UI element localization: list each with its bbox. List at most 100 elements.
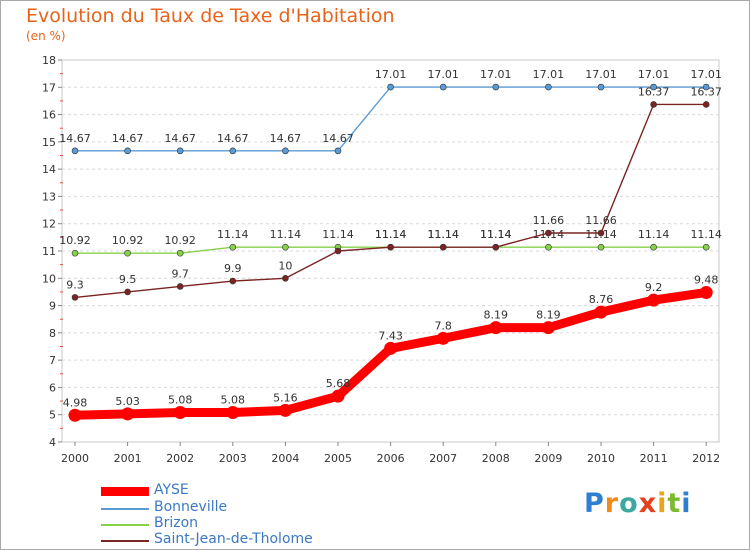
data-label-saint-jean-de-tholome-2001: 9.5 xyxy=(119,273,137,286)
x-tick-label-2009: 2009 xyxy=(534,452,562,465)
data-point-bonneville-2011 xyxy=(650,83,657,91)
data-point-brizon-2011 xyxy=(650,243,657,251)
data-label-saint-jean-de-tholome-2006: 11.14 xyxy=(375,228,407,241)
data-label-saint-jean-de-tholome-2007: 11.14 xyxy=(427,228,459,241)
data-label-brizon-2012: 11.14 xyxy=(690,228,722,241)
data-label-ayse-2005: 5.68 xyxy=(326,377,351,390)
logo-letter: r xyxy=(604,488,620,519)
data-label-ayse-2011: 9.2 xyxy=(645,281,663,294)
data-point-brizon-2002 xyxy=(176,249,184,257)
data-label-ayse-2007: 7.8 xyxy=(434,319,452,332)
data-label-saint-jean-de-tholome-2012: 16.37 xyxy=(690,85,722,98)
data-label-brizon-2000: 10.92 xyxy=(59,234,91,247)
logo-letter: P xyxy=(584,488,605,519)
data-label-bonneville-2010: 17.01 xyxy=(585,68,617,81)
data-point-ayse-2007 xyxy=(436,331,450,345)
data-label-brizon-2006: 11.14 xyxy=(375,228,407,241)
data-label-brizon-2011: 11.14 xyxy=(638,228,670,241)
legend-label-brizon: Brizon xyxy=(154,515,199,531)
y-tick-label-11: 11 xyxy=(42,245,56,258)
data-label-saint-jean-de-tholome-2003: 9.9 xyxy=(224,262,242,275)
data-label-ayse-2003: 5.08 xyxy=(221,394,246,407)
data-label-bonneville-2011: 17.01 xyxy=(638,68,670,81)
data-point-ayse-2003 xyxy=(226,406,240,420)
x-tick-label-2007: 2007 xyxy=(429,452,457,465)
logo-letter: i xyxy=(657,488,668,519)
x-tick-label-2008: 2008 xyxy=(482,452,510,465)
y-tick-label-17: 17 xyxy=(42,81,56,94)
data-point-ayse-2001 xyxy=(121,407,135,421)
y-tick-label-7: 7 xyxy=(49,354,56,367)
data-point-bonneville-2009 xyxy=(545,83,552,91)
data-label-bonneville-2006: 17.01 xyxy=(375,68,407,81)
data-point-brizon-2003 xyxy=(229,243,237,251)
data-point-bonneville-2010 xyxy=(597,83,605,91)
legend-label-ayse: AYSE xyxy=(154,482,189,498)
data-point-bonneville-2004 xyxy=(282,147,289,155)
data-point-saint-jean-de-tholome-2009 xyxy=(545,229,552,237)
data-point-brizon-2009 xyxy=(545,243,552,251)
data-label-ayse-2002: 5.08 xyxy=(168,394,193,407)
data-point-brizon-2000 xyxy=(71,249,79,257)
proxiti-logo: Proxiti xyxy=(584,488,692,519)
data-point-saint-jean-de-tholome-2003 xyxy=(229,277,237,285)
data-point-saint-jean-de-tholome-2010 xyxy=(597,229,605,237)
data-label-ayse-2006: 7.43 xyxy=(378,329,403,342)
y-tick-label-16: 16 xyxy=(42,109,56,122)
logo-letter: t xyxy=(667,488,682,519)
data-label-saint-jean-de-tholome-2000: 9.3 xyxy=(66,278,84,291)
data-point-brizon-2012 xyxy=(702,243,710,251)
data-label-bonneville-2004: 14.67 xyxy=(270,132,302,145)
data-point-saint-jean-de-tholome-2006 xyxy=(387,243,394,251)
data-label-bonneville-2007: 17.01 xyxy=(427,68,459,81)
data-label-brizon-2004: 11.14 xyxy=(270,228,302,241)
data-point-bonneville-2008 xyxy=(492,83,500,91)
data-point-bonneville-2000 xyxy=(71,147,79,155)
data-point-bonneville-2006 xyxy=(387,83,394,91)
legend-swatch-bonneville xyxy=(101,508,149,510)
logo-letter: i xyxy=(681,488,692,519)
data-label-ayse-2012: 9.48 xyxy=(694,273,719,286)
data-point-saint-jean-de-tholome-2000 xyxy=(71,294,79,301)
chart-title: Evolution du Taux de Taxe d'Habitation xyxy=(26,5,395,27)
data-point-brizon-2010 xyxy=(597,243,605,251)
data-point-saint-jean-de-tholome-2005 xyxy=(334,247,342,255)
data-label-bonneville-2012: 17.01 xyxy=(690,68,722,81)
y-tick-label-12: 12 xyxy=(42,218,56,231)
data-label-saint-jean-de-tholome-2010: 11.66 xyxy=(585,214,617,227)
data-label-bonneville-2009: 17.01 xyxy=(533,68,565,81)
x-tick-label-2001: 2001 xyxy=(114,452,142,465)
y-tick-label-9: 9 xyxy=(49,300,56,313)
data-label-ayse-2004: 5.16 xyxy=(273,391,298,404)
data-point-saint-jean-de-tholome-2001 xyxy=(124,288,131,296)
data-label-brizon-2008: 11.14 xyxy=(480,228,512,241)
data-point-saint-jean-de-tholome-2002 xyxy=(176,283,184,290)
data-label-brizon-2001: 10.92 xyxy=(112,234,144,247)
x-tick-label-2004: 2004 xyxy=(271,452,299,465)
data-point-ayse-2005 xyxy=(331,389,345,403)
data-point-saint-jean-de-tholome-2011 xyxy=(650,101,657,108)
x-tick-label-2010: 2010 xyxy=(587,452,615,465)
data-point-ayse-2012 xyxy=(699,285,713,299)
data-point-bonneville-2007 xyxy=(439,83,447,91)
legend-swatch-ayse xyxy=(101,487,149,496)
y-tick-label-14: 14 xyxy=(42,163,56,176)
y-tick-label-8: 8 xyxy=(49,327,56,340)
legend-swatch-brizon xyxy=(101,524,149,526)
y-tick-label-13: 13 xyxy=(42,190,56,203)
x-tick-label-2006: 2006 xyxy=(377,452,405,465)
logo-letter: x xyxy=(638,488,658,519)
logo-letter: o xyxy=(619,488,639,519)
y-tick-label-18: 18 xyxy=(42,54,56,67)
data-label-brizon-2002: 10.92 xyxy=(164,234,196,247)
data-point-saint-jean-de-tholome-2004 xyxy=(282,274,289,282)
data-label-bonneville-2005: 14.67 xyxy=(322,132,354,145)
data-label-bonneville-2000: 14.67 xyxy=(59,132,91,145)
data-point-ayse-2010 xyxy=(594,305,608,319)
data-label-bonneville-2002: 14.67 xyxy=(164,132,196,145)
data-point-ayse-2004 xyxy=(278,403,292,417)
y-tick-label-4: 4 xyxy=(49,436,56,449)
x-tick-label-2000: 2000 xyxy=(61,452,89,465)
chart-unit: (en %) xyxy=(26,29,66,43)
